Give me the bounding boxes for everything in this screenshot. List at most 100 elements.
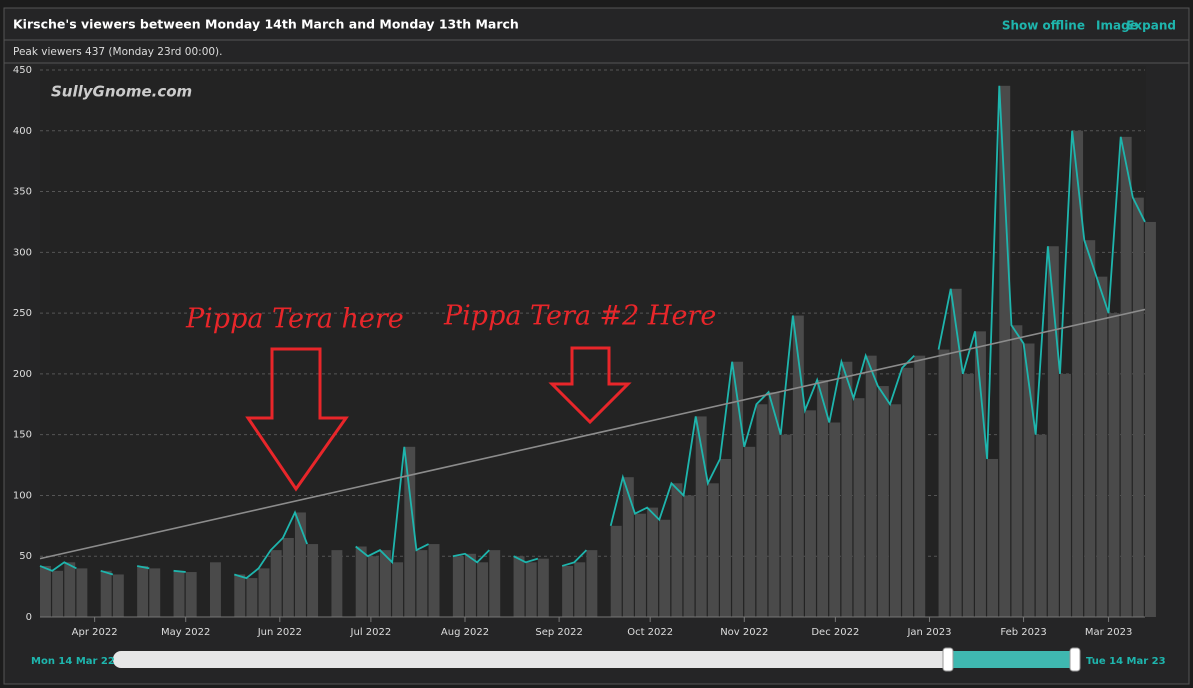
x-tick-label: Dec 2022 [811, 627, 859, 638]
x-tick-label: Aug 2022 [441, 627, 489, 638]
bar [1047, 246, 1059, 617]
navigator-selection[interactable] [948, 651, 1076, 668]
plot-area [40, 66, 1146, 618]
bar [513, 556, 525, 617]
navigator-start: Mon 14 Mar 22 [31, 656, 115, 667]
bar [890, 404, 901, 617]
x-tick-label: Jul 2022 [350, 627, 392, 638]
bar [720, 458, 731, 617]
bar [1035, 434, 1047, 617]
bar [270, 550, 282, 617]
link[interactable]: Image [1096, 19, 1138, 33]
bar [962, 373, 974, 617]
bar [877, 386, 889, 617]
bar [234, 574, 246, 617]
x-tick-label: Nov 2022 [720, 627, 768, 638]
bar [465, 553, 476, 617]
bar [52, 570, 64, 617]
x-tick-label: Mar 2023 [1085, 627, 1133, 638]
link[interactable]: Show offline [1002, 19, 1085, 33]
bar [355, 546, 367, 617]
bar [647, 507, 659, 617]
bar [817, 379, 829, 617]
bar [732, 361, 744, 617]
annotation: Pippa Tera #2 Here [443, 301, 716, 332]
bar [683, 495, 695, 617]
bar [367, 556, 379, 617]
title: Kirsche's viewers between Monday 14th Ma… [13, 17, 519, 32]
bar [1096, 276, 1108, 617]
bar [40, 565, 51, 617]
navigator-handle[interactable] [942, 647, 954, 672]
x-tick-label: Oct 2022 [627, 627, 673, 638]
bar [671, 483, 683, 617]
bar [659, 519, 671, 617]
bar [1011, 325, 1023, 617]
y-tick-label: 450 [13, 65, 32, 76]
bar [100, 570, 112, 617]
bar [695, 416, 707, 617]
bar [428, 544, 440, 617]
bar [1145, 221, 1156, 617]
y-tick-label: 200 [13, 369, 32, 380]
x-tick-label: Apr 2022 [72, 627, 118, 638]
bar [258, 568, 270, 617]
bar [805, 410, 816, 617]
bar [744, 446, 756, 617]
bar [768, 392, 780, 617]
x-tick-label: Jun 2022 [257, 627, 302, 638]
bar [865, 355, 877, 617]
bar [537, 558, 549, 617]
trend-line [39, 308, 1146, 560]
bar [622, 477, 634, 617]
y-tick-label: 250 [13, 308, 32, 319]
y-tick-label: 300 [13, 247, 32, 258]
bar [1072, 130, 1084, 617]
watermark: SullyGnome.com [51, 83, 192, 101]
line [39, 85, 1146, 580]
bar [76, 568, 88, 617]
bar [586, 550, 598, 617]
bar [452, 556, 464, 617]
x-tick-label: Jan 2023 [906, 627, 951, 638]
bar [1120, 136, 1132, 617]
bar [950, 288, 962, 617]
bar [1023, 343, 1035, 617]
bar [1084, 240, 1096, 617]
bar [64, 562, 76, 617]
bar [282, 537, 294, 617]
bar [938, 349, 950, 617]
y-tick-label: 100 [13, 490, 32, 501]
bar [173, 570, 185, 617]
bar [853, 398, 865, 617]
bar [574, 562, 586, 617]
bar [416, 550, 428, 617]
y-tick-label: 150 [13, 430, 32, 441]
bar [780, 434, 792, 617]
bar [1060, 373, 1071, 617]
bar [987, 458, 999, 617]
bar [635, 513, 646, 617]
navigator-end: Tue 14 Mar 23 [1086, 656, 1166, 667]
bar [841, 361, 853, 617]
bar [489, 550, 501, 617]
bar [246, 578, 258, 617]
navigator-handle[interactable] [1069, 647, 1081, 672]
x-tick-label: May 2022 [161, 627, 210, 638]
bar [914, 355, 926, 617]
x-tick-label: Sep 2022 [535, 627, 582, 638]
bar [149, 568, 161, 617]
link[interactable]: Expand [1126, 19, 1176, 33]
bar [137, 565, 149, 617]
bar [307, 544, 319, 617]
bar [210, 562, 221, 617]
navigator-rail[interactable] [113, 651, 1080, 668]
bar [975, 331, 986, 617]
arrow [245, 347, 349, 492]
x-tick-label: Feb 2023 [1000, 627, 1046, 638]
bar [112, 574, 124, 617]
y-tick-label: 400 [13, 126, 32, 137]
annotation: Pippa Tera here [185, 304, 404, 335]
bar [792, 315, 804, 617]
